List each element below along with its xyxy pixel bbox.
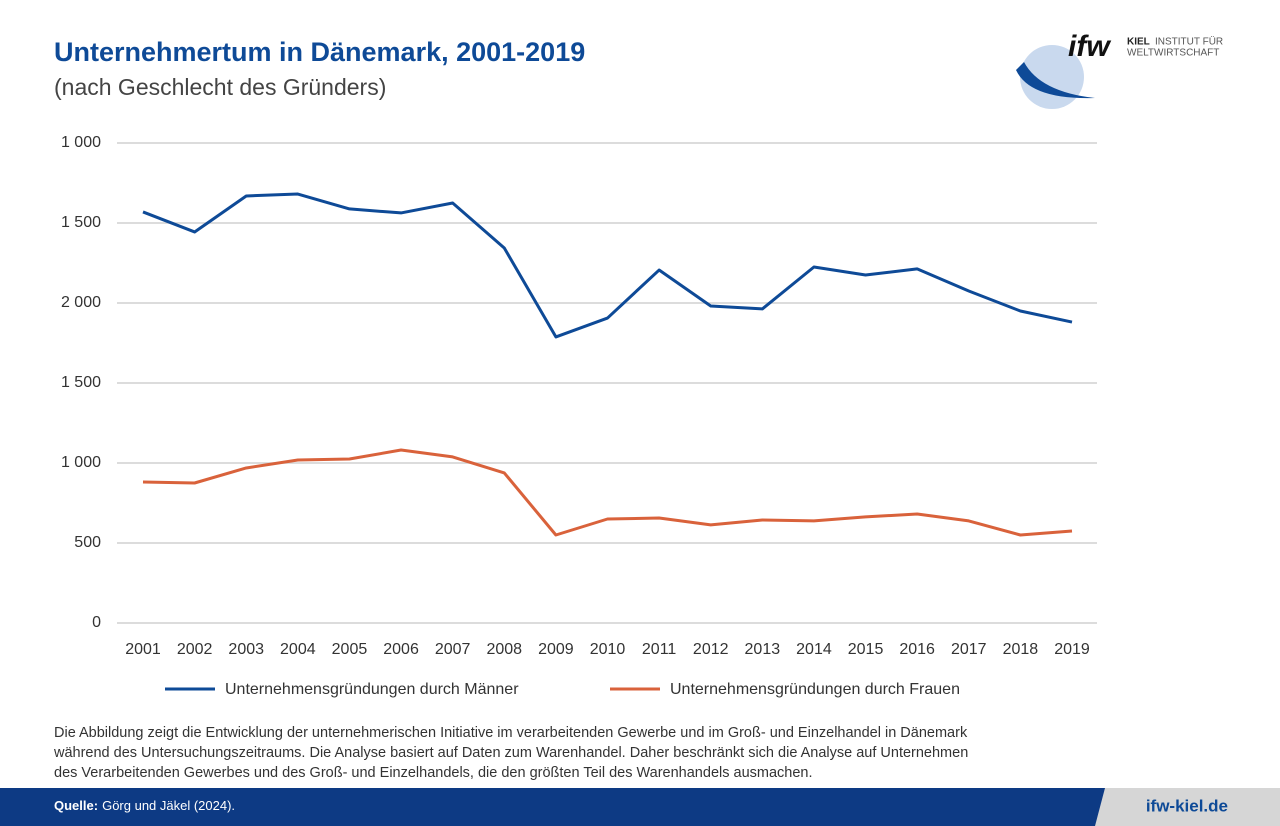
x-tick-label: 2017 bbox=[951, 641, 987, 658]
y-tick-label: 1 000 bbox=[61, 454, 101, 471]
data-line bbox=[142, 448, 1073, 537]
legend-label: Unternehmensgründungen durch Frauen bbox=[670, 681, 960, 698]
x-tick-label: 2004 bbox=[280, 641, 316, 658]
y-tick-label: 500 bbox=[74, 534, 101, 551]
x-tick-label: 2003 bbox=[228, 641, 264, 658]
x-tick-label: 2011 bbox=[642, 641, 677, 658]
logo-text: WELTWIRTSCHAFT bbox=[1127, 48, 1219, 59]
logo: ifw KIEL INSTITUT FÜR WELTWIRTSCHAFT bbox=[1016, 30, 1223, 109]
y-tick-label: 1 000 bbox=[61, 134, 101, 151]
x-tick-label: 2008 bbox=[486, 641, 522, 658]
logo-text: KIEL bbox=[1127, 37, 1150, 48]
x-tick-label: 2019 bbox=[1054, 641, 1090, 658]
x-tick-label: 2015 bbox=[848, 641, 884, 658]
logo-swoosh bbox=[1016, 62, 1095, 99]
chart-subtitle: (nach Geschlecht des Gründers) bbox=[54, 74, 386, 100]
y-tick-label: 1 500 bbox=[61, 374, 101, 391]
x-tick-label: 2014 bbox=[796, 641, 832, 658]
footer-source: Quelle: Görg und Jäkel (2024). bbox=[54, 798, 235, 813]
footer-bar bbox=[0, 788, 1280, 826]
x-tick-label: 2013 bbox=[745, 641, 781, 658]
legend-label: Unternehmensgründungen durch Männer bbox=[225, 681, 519, 698]
note-text: Die Abbildung zeigt die Entwicklung der … bbox=[54, 725, 968, 741]
x-tick-label: 2010 bbox=[590, 641, 626, 658]
logo-text: INSTITUT FÜR bbox=[1155, 36, 1223, 48]
note-text: während des Untersuchungszeitraums. Die … bbox=[53, 745, 968, 761]
footer-url-panel bbox=[1095, 788, 1280, 826]
y-tick-label: 2 000 bbox=[61, 294, 101, 311]
x-tick-label: 2006 bbox=[383, 641, 419, 658]
x-tick-label: 2005 bbox=[332, 641, 368, 658]
x-tick-label: 2012 bbox=[693, 641, 729, 658]
data-line bbox=[142, 192, 1073, 339]
chart-title: Unternehmertum in Dänemark, 2001-2019 bbox=[54, 37, 585, 67]
note-text: des Verarbeitenden Gewerbes und des Groß… bbox=[54, 765, 813, 781]
logo-mark: ifw bbox=[1068, 30, 1111, 63]
x-tick-label: 2016 bbox=[899, 641, 935, 658]
footer-url[interactable]: ifw-kiel.de bbox=[1146, 796, 1228, 815]
x-tick-label: 2002 bbox=[177, 641, 213, 658]
x-tick-label: 2001 bbox=[125, 641, 161, 658]
x-tick-label: 2007 bbox=[435, 641, 471, 658]
source-label: Quelle: bbox=[54, 798, 98, 813]
y-tick-label: 0 bbox=[92, 614, 101, 631]
x-tick-label: 2018 bbox=[1003, 641, 1039, 658]
source-text: Görg und Jäkel (2024). bbox=[102, 798, 235, 813]
y-tick-label: 1 500 bbox=[61, 214, 101, 231]
x-tick-label: 2009 bbox=[538, 641, 574, 658]
